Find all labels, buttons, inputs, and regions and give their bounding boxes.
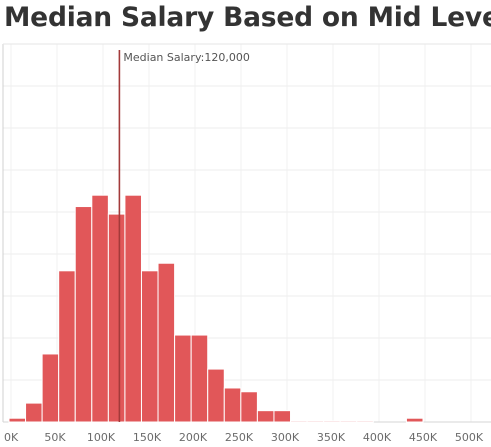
- x-tick-label: 450K: [409, 431, 438, 444]
- median-reference-label: Median Salary:120,000: [123, 51, 249, 64]
- x-tick-label: 500K: [455, 431, 484, 444]
- histogram-bar: [291, 421, 308, 422]
- bars: [9, 195, 423, 422]
- histogram-bar: [75, 207, 92, 422]
- histogram-bar: [406, 418, 423, 422]
- histogram-bar: [175, 335, 192, 422]
- histogram-bar: [158, 263, 175, 422]
- histogram-bar: [26, 403, 43, 422]
- x-tick-label: 350K: [317, 431, 346, 444]
- histogram-bar: [307, 421, 324, 422]
- histogram-bar: [257, 411, 274, 422]
- histogram-bar: [241, 392, 258, 422]
- x-tick-label: 0K: [4, 431, 19, 444]
- histogram-bar: [92, 195, 109, 422]
- histogram-bar: [324, 421, 341, 422]
- x-tick-label: 150K: [133, 431, 162, 444]
- histogram-bar: [224, 388, 241, 422]
- x-axis-ticks: 0K 50K 100K 150K 200K 250K 300K 350K 400K 450K 500…: [4, 431, 484, 444]
- x-tick-label: 250K: [225, 431, 254, 444]
- x-tick-label: 200K: [179, 431, 208, 444]
- histogram-bar: [42, 354, 59, 422]
- x-tick-label: 50K: [44, 431, 66, 444]
- histogram-bar: [208, 369, 225, 422]
- histogram-bar: [9, 418, 26, 422]
- histogram-bar: [108, 214, 125, 422]
- histogram-bar: [141, 271, 158, 422]
- x-tick-label: 300K: [271, 431, 300, 444]
- histogram-bar: [59, 271, 76, 422]
- histogram-bar: [340, 421, 357, 422]
- x-tick-label: 100K: [87, 431, 116, 444]
- histogram-bar: [357, 421, 374, 422]
- x-tick-label: 400K: [363, 431, 392, 444]
- histogram-bar: [125, 195, 142, 422]
- histogram-bar: [274, 411, 291, 422]
- histogram-bar: [191, 335, 208, 422]
